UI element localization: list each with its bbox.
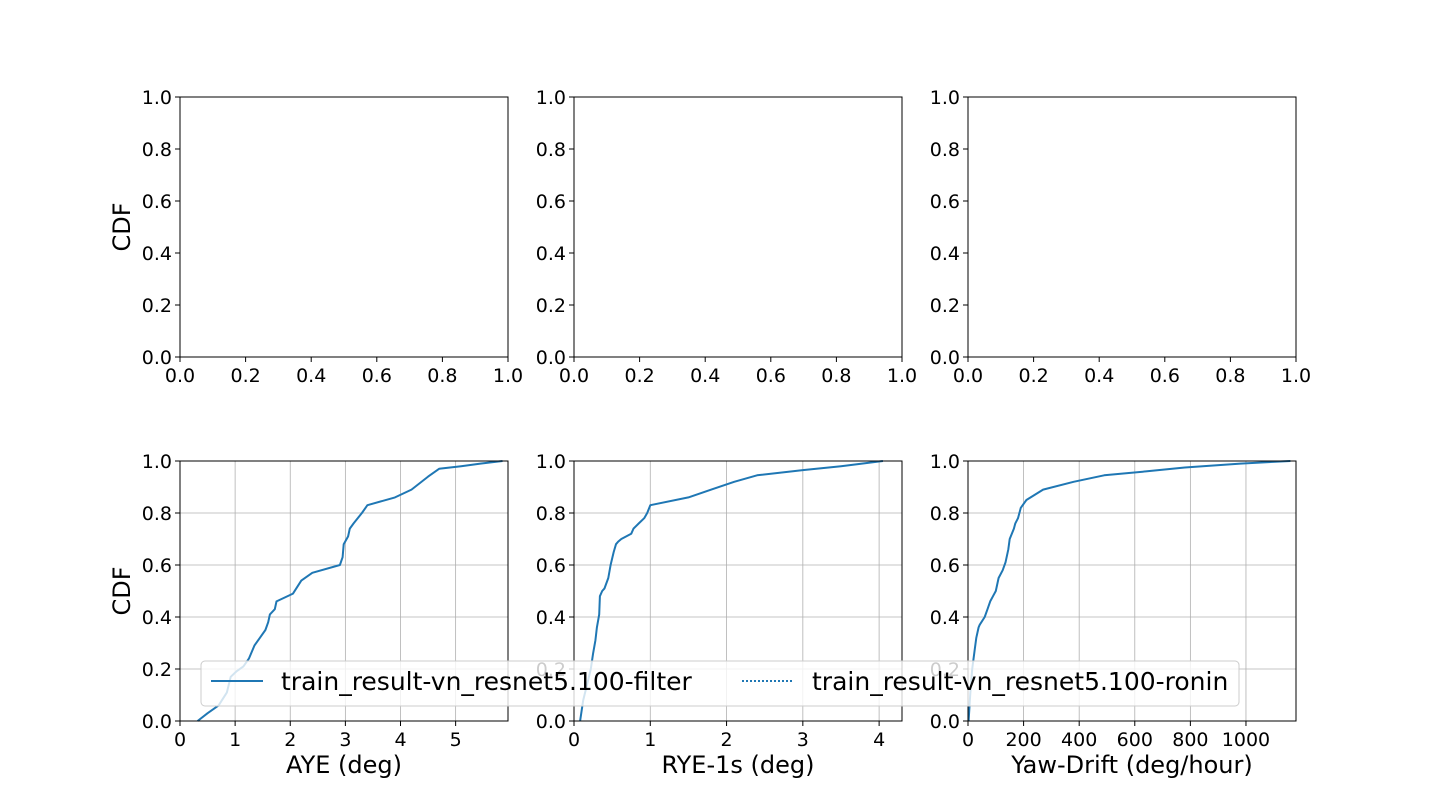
x-tick-label: 0.8 xyxy=(821,365,851,387)
x-axis-label: Yaw-Drift (deg/hour) xyxy=(1010,751,1252,779)
y-tick-label: 0.8 xyxy=(930,139,960,161)
x-tick-label: 1.0 xyxy=(493,365,523,387)
series-line-filter xyxy=(579,460,884,722)
y-tick-label: 0.6 xyxy=(536,191,566,213)
x-tick-label: 200 xyxy=(1005,729,1041,751)
axes-frame xyxy=(573,460,903,722)
y-tick-label: 0.0 xyxy=(536,711,566,733)
x-tick-label: 600 xyxy=(1117,729,1153,751)
x-tick-label: 0.4 xyxy=(296,365,326,387)
y-tick-label: 0.2 xyxy=(142,295,172,317)
y-tick-label: 0.8 xyxy=(536,503,566,525)
subplot-1-3: 0.0 0.2 0.4 0.6 0.8 1.0 0.0 0.2 0.4 0.6 0.8 1.0 xyxy=(930,87,1311,387)
legend-label-filter: train_result-vn_resnet5.100-filter xyxy=(281,667,693,696)
y-tick-label: 0.4 xyxy=(142,243,172,265)
y-tick-label: 1.0 xyxy=(142,87,172,109)
y-axis-label: CDF xyxy=(108,566,136,615)
y-tick-label: 0.8 xyxy=(536,139,566,161)
x-tick-label: 0.2 xyxy=(1018,365,1048,387)
legend: train_result-vn_resnet5.100-filter train… xyxy=(200,660,1240,707)
x-tick-label: 800 xyxy=(1172,729,1208,751)
x-tick-label: 1.0 xyxy=(887,365,917,387)
x-tick-label: 1 xyxy=(229,729,241,751)
y-tick-label: 0.8 xyxy=(930,503,960,525)
x-tick-label: 3 xyxy=(797,729,809,751)
y-tick-label: 1.0 xyxy=(142,451,172,473)
y-tick-label: 0.6 xyxy=(536,555,566,577)
y-tick-label: 0.0 xyxy=(142,347,172,369)
axes-frame xyxy=(967,460,1297,722)
x-tick-label: 0.0 xyxy=(165,365,195,387)
x-tick-label: 0 xyxy=(568,729,580,751)
y-tick-label: 0.0 xyxy=(142,711,172,733)
y-tick-label: 0.8 xyxy=(142,139,172,161)
y-axis-label: CDF xyxy=(108,202,136,251)
x-tick-label: 2 xyxy=(284,729,296,751)
x-tick-label: 0.6 xyxy=(362,365,392,387)
y-tick-label: 0.0 xyxy=(930,711,960,733)
y-tick-label: 0.4 xyxy=(536,607,566,629)
subplot-grid: 0.0 0.2 0.4 0.6 0.8 1.00.00.20.40.60.81.0CDF0… xyxy=(108,87,1311,779)
subplot-2-3: 020040060080010000.00.20.40.60.81.0Yaw-D… xyxy=(930,451,1297,779)
x-tick-label: 0.6 xyxy=(756,365,786,387)
x-tick-label: 1.0 xyxy=(1281,365,1311,387)
x-tick-label: 0.4 xyxy=(1084,365,1114,387)
y-tick-label: 0.0 xyxy=(930,347,960,369)
y-tick-label: 1.0 xyxy=(536,451,566,473)
x-tick-label: 0 xyxy=(174,729,186,751)
subplot-2-1: 0 1 2 3 4 5 0.0 0.2 0.4 0.6 0.8 1.0 AYE (deg) CDF xyxy=(108,451,509,779)
axes-frame xyxy=(179,460,509,722)
y-tick-label: 0.8 xyxy=(142,503,172,525)
y-tick-label: 0.4 xyxy=(142,607,172,629)
legend-frame xyxy=(200,660,1240,707)
x-tick-label: 3 xyxy=(339,729,351,751)
x-tick-label: 0.0 xyxy=(953,365,983,387)
x-tick-label: 2 xyxy=(721,729,733,751)
x-tick-label: 1000 xyxy=(1222,729,1270,751)
x-tick-label: 0 xyxy=(962,729,974,751)
subplot-1-1: 0.0 0.2 0.4 0.6 0.8 1.0 0.0 0.2 0.4 0.6 0.8 1.0 CDF xyxy=(108,87,523,387)
y-tick-label: 0.6 xyxy=(142,555,172,577)
x-tick-label: 0.4 xyxy=(690,365,720,387)
series-line-filter xyxy=(967,460,1291,722)
axes-frame xyxy=(573,96,903,358)
y-tick-label: 0.2 xyxy=(536,295,566,317)
x-axis-label: RYE-1s (deg) xyxy=(662,751,815,779)
subplot-1-2: 0.0 0.2 0.4 0.6 0.8 1.0 0.0 0.2 0.4 0.6 0.8 1.0 xyxy=(536,87,917,387)
y-tick-label: 0.2 xyxy=(142,659,172,681)
x-tick-label: 0.8 xyxy=(1215,365,1245,387)
axes-frame xyxy=(179,96,509,358)
x-tick-label: 4 xyxy=(873,729,885,751)
y-tick-label: 0.6 xyxy=(930,555,960,577)
y-tick-label: 0.0 xyxy=(536,347,566,369)
y-tick-label: 0.4 xyxy=(536,243,566,265)
y-tick-label: 0.2 xyxy=(930,295,960,317)
y-tick-label: 0.6 xyxy=(930,191,960,213)
x-tick-label: 0.0 xyxy=(559,365,589,387)
y-tick-label: 0.6 xyxy=(142,191,172,213)
x-tick-label: 5 xyxy=(450,729,462,751)
x-tick-label: 0.2 xyxy=(230,365,260,387)
legend-label-ronin: train_result-vn_resnet5.100-ronin xyxy=(812,667,1228,696)
y-tick-label: 1.0 xyxy=(930,451,960,473)
axes-frame xyxy=(967,96,1297,358)
x-tick-label: 4 xyxy=(394,729,406,751)
x-axis-label: AYE (deg) xyxy=(286,751,402,779)
y-tick-label: 1.0 xyxy=(536,87,566,109)
y-tick-label: 0.4 xyxy=(930,243,960,265)
x-tick-label: 0.8 xyxy=(427,365,457,387)
y-tick-label: 0.4 xyxy=(930,607,960,629)
y-tick-label: 1.0 xyxy=(930,87,960,109)
x-tick-label: 0.2 xyxy=(624,365,654,387)
x-tick-label: 1 xyxy=(644,729,656,751)
x-tick-label: 400 xyxy=(1061,729,1097,751)
x-tick-label: 0.6 xyxy=(1150,365,1180,387)
